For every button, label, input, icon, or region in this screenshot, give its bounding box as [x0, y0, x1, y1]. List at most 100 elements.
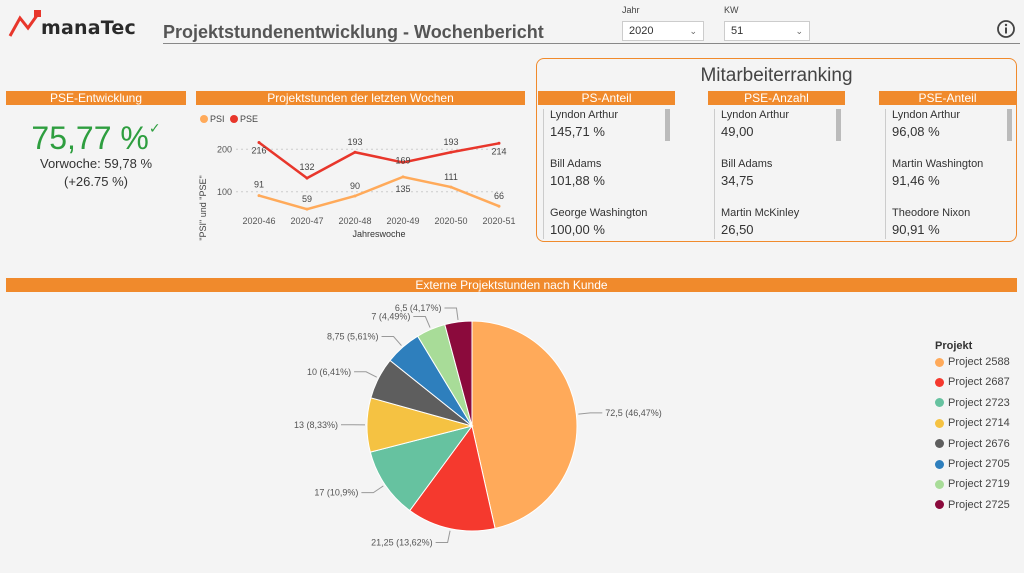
kpi-value-text: 75,77 % — [31, 120, 149, 156]
y-tick-label: 200 — [217, 144, 232, 154]
ranking-item[interactable]: Lyndon Arthur 49,00 — [721, 109, 789, 139]
data-point-pse[interactable] — [497, 141, 501, 145]
kpi-title-bar: PSE-Entwicklung — [6, 91, 186, 105]
data-label-pse: 169 — [395, 155, 410, 165]
pie-chart: 72,5 (46,47%) 21,25 (13,62%) 17 (10,9%) 13 … — [294, 303, 662, 547]
data-label-psi: 59 — [302, 194, 312, 204]
scrollbar-thumb[interactable] — [665, 109, 670, 141]
x-tick-label: 2020-50 — [434, 216, 467, 226]
ranking-item[interactable]: Lyndon Arthur 145,71 % — [550, 109, 618, 139]
legend-item[interactable]: Project 2719 — [935, 478, 1010, 490]
data-point-psi[interactable] — [257, 194, 261, 198]
ranking-item[interactable]: Martin Washington 91,46 % — [892, 158, 983, 188]
legend-dot — [935, 357, 944, 367]
pie-data-label: 72,5 (46,47%) — [605, 408, 662, 418]
legend-item[interactable]: Project 2705 — [935, 458, 1010, 470]
legend-dot — [935, 398, 944, 408]
pie-data-label: 6,5 (4,17%) — [395, 303, 442, 313]
week-slicer[interactable]: 51 ⌄ — [724, 21, 810, 41]
ranking-item-name: George Washington — [550, 207, 648, 219]
ranking-col-rule — [714, 109, 715, 239]
pie-leader-line — [413, 316, 431, 328]
ranking-item-name: Martin Washington — [892, 158, 984, 170]
chevron-down-icon: ⌄ — [795, 25, 803, 36]
ranking-col2: Lyndon Arthur 49,00 Bill Adams 34,75 Mar… — [714, 107, 844, 239]
x-tick-label: 2020-48 — [338, 216, 371, 226]
pie-slice[interactable] — [471, 320, 578, 530]
data-label-pse: 216 — [251, 145, 266, 155]
ranking-item-name: Lyndon Arthur — [892, 109, 961, 121]
ranking-col-rule — [543, 109, 544, 239]
ranking-item-value: 96,08 % — [892, 124, 940, 139]
logo: manaTec — [8, 8, 136, 40]
data-label-psi: 135 — [395, 184, 410, 194]
line-chart-xlabel: Jahreswoche — [352, 229, 405, 239]
data-point-pse[interactable] — [449, 150, 453, 154]
ranking-item[interactable]: Martin McKinley 26,50 — [721, 207, 799, 237]
ranking-item[interactable]: Bill Adams 34,75 — [721, 158, 772, 188]
legend-label: Project 2705 — [948, 458, 1010, 470]
data-point-psi[interactable] — [497, 204, 501, 208]
data-point-psi[interactable] — [449, 185, 453, 189]
data-point-psi[interactable] — [353, 194, 357, 198]
pie-data-label: 17 (10,9%) — [314, 488, 358, 498]
data-label-pse: 193 — [443, 137, 458, 147]
legend-dot — [935, 418, 944, 428]
scrollbar-thumb[interactable] — [1007, 109, 1012, 141]
legend-dot — [935, 439, 944, 449]
data-label-psi: 111 — [444, 172, 458, 182]
info-icon[interactable] — [996, 19, 1016, 39]
pie-slice[interactable] — [444, 320, 473, 427]
ranking-item-name: Martin McKinley — [721, 207, 800, 219]
logo-text: manaTec — [41, 17, 136, 39]
chevron-down-icon: ⌄ — [689, 25, 697, 36]
data-point-pse[interactable] — [353, 150, 357, 154]
data-point-pse[interactable] — [401, 160, 405, 164]
pie-data-label: 8,75 (5,61%) — [327, 332, 379, 342]
pie-slice[interactable] — [409, 424, 496, 532]
ranking-item[interactable]: Theodore Nixon 90,91 % — [892, 207, 970, 237]
data-point-psi[interactable] — [305, 207, 309, 211]
pie-leader-line — [578, 412, 603, 415]
pie-chart-title-bar: Externe Projektstunden nach Kunde — [6, 278, 1017, 292]
legend-label: Project 2687 — [948, 376, 1010, 389]
legend-label: Project 2676 — [948, 437, 1010, 450]
ranking-item[interactable]: George Washington 100,00 % — [550, 207, 647, 237]
data-label-pse: 132 — [299, 162, 314, 172]
data-point-pse[interactable] — [305, 176, 309, 180]
legend-dot — [935, 459, 944, 469]
legend-item[interactable]: Project 2714 — [935, 417, 1010, 429]
legend-item[interactable]: Project 2687 — [935, 376, 1010, 388]
legend-psi-label: PSI — [210, 114, 225, 124]
week-slicer-label: KW — [724, 5, 739, 15]
pie-slice[interactable] — [369, 425, 474, 512]
legend-item[interactable]: Project 2725 — [935, 499, 1010, 511]
pie-data-label: 7 (4,49%) — [371, 312, 410, 322]
year-slicer[interactable]: 2020 ⌄ — [622, 21, 704, 41]
ranking-col3: Lyndon Arthur 96,08 % Martin Washington … — [885, 107, 1015, 239]
ranking-item[interactable]: Bill Adams 101,88 % — [550, 158, 605, 188]
data-label-pse: 193 — [347, 137, 362, 147]
legend-item[interactable]: Project 2588 — [935, 356, 1010, 368]
line-chart: PSI PSE "PSI" und "PSE" Jahreswoche 100 2… — [198, 114, 516, 241]
ranking-item-value: 100,00 % — [550, 222, 605, 237]
legend-item[interactable]: Project 2723 — [935, 397, 1010, 409]
ranking-item-value: 49,00 — [721, 124, 754, 139]
ranking-item-value: 34,75 — [721, 173, 754, 188]
ranking-col2-header: PSE-Anzahl — [708, 91, 845, 105]
ranking-item-name: Theodore Nixon — [892, 207, 971, 219]
ranking-item[interactable]: Lyndon Arthur 96,08 % — [892, 109, 960, 139]
week-slicer-value: 51 — [731, 25, 744, 37]
pie-data-label: 21,25 (13,62%) — [371, 537, 433, 547]
page-title: Projektstundenentwicklung - Wochenberich… — [163, 22, 544, 42]
legend-item[interactable]: Project 2676 — [935, 438, 1010, 450]
pie-leader-line — [444, 307, 459, 320]
ranking-col-rule — [885, 109, 886, 239]
scrollbar-thumb[interactable] — [836, 109, 841, 141]
data-point-pse[interactable] — [257, 140, 261, 144]
data-point-psi[interactable] — [401, 175, 405, 179]
series-line-pse — [258, 141, 500, 180]
legend-dot — [935, 377, 944, 387]
y-tick-label: 100 — [217, 187, 232, 197]
x-tick-label: 2020-51 — [482, 216, 515, 226]
